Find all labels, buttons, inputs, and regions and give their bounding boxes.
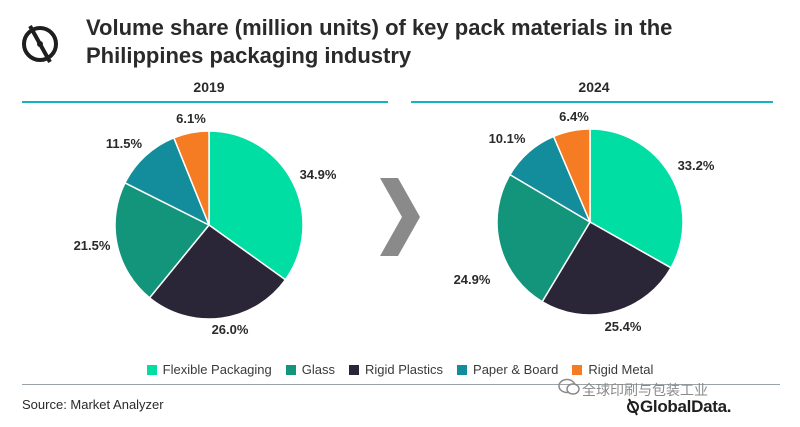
pie-slice-rigid-metal xyxy=(172,130,210,226)
legend-swatch xyxy=(285,364,296,375)
pie-chart-2024: 33.2% 25.4% 24.9% 10.1% 6.4% xyxy=(454,109,715,334)
legend-item-paper-board: Paper & Board xyxy=(457,362,558,377)
legend-item-rigid-metal: Rigid Metal xyxy=(572,362,653,377)
pie-slice-flexible-packaging xyxy=(589,128,684,269)
pie-slice-glass xyxy=(496,173,592,303)
pie-slice-glass xyxy=(114,181,211,299)
legend-item-flexible-packaging: Flexible Packaging xyxy=(146,362,272,377)
data-label: 24.9% xyxy=(454,272,491,287)
panel-label-2019: 2019 xyxy=(193,79,225,95)
data-label: 6.4% xyxy=(559,109,589,124)
chevron-right-icon xyxy=(380,178,420,256)
globaldata-logo-icon xyxy=(22,25,58,63)
data-label: 26.0% xyxy=(212,322,249,337)
chart-title: Volume share (million units) of key pack… xyxy=(86,15,673,68)
globaldata-brand-icon xyxy=(627,398,639,416)
wechat-icon xyxy=(558,378,580,395)
legend: Flexible Packaging Glass Rigid Plastics … xyxy=(0,362,800,377)
pie-slice-paper-board xyxy=(123,136,211,227)
panel-divider-2019 xyxy=(22,101,388,103)
data-label: 11.5% xyxy=(106,136,143,151)
legend-item-rigid-plastics: Rigid Plastics xyxy=(349,362,443,377)
pie-slice-rigid-plastics xyxy=(541,220,672,316)
legend-label: Paper & Board xyxy=(473,362,559,377)
data-label: 33.2% xyxy=(678,158,715,173)
legend-label: Glass xyxy=(301,362,335,377)
data-label: 34.9% xyxy=(300,167,337,182)
legend-label: Rigid Metal xyxy=(588,362,654,377)
legend-label: Flexible Packaging xyxy=(162,362,272,377)
watermark-text: 全球印刷与包装工业 xyxy=(582,382,708,398)
panel-label-2024: 2024 xyxy=(578,79,610,95)
data-label: 25.4% xyxy=(605,319,642,334)
legend-swatch xyxy=(457,364,468,375)
legend-swatch xyxy=(146,364,157,375)
legend-label: Rigid Plastics xyxy=(365,362,444,377)
legend-swatch xyxy=(572,364,583,375)
data-label: 6.1% xyxy=(176,111,206,126)
legend-swatch xyxy=(349,364,359,375)
brand-wordmark: GlobalData. xyxy=(640,397,732,416)
legend-item-glass: Glass xyxy=(285,362,335,377)
source-note: Source: Market Analyzer xyxy=(22,397,164,412)
pie-slice-flexible-packaging xyxy=(208,130,304,281)
pie-slice-rigid-plastics xyxy=(148,223,287,320)
data-label: 10.1% xyxy=(489,131,526,146)
data-label: 21.5% xyxy=(74,238,111,253)
pie-chart-2019: 34.9% 26.0% 21.5% 11.5% 6.1% xyxy=(74,111,337,337)
panel-divider-2024 xyxy=(411,101,773,103)
pie-slice-rigid-metal xyxy=(552,128,591,223)
footer-divider xyxy=(22,384,780,385)
